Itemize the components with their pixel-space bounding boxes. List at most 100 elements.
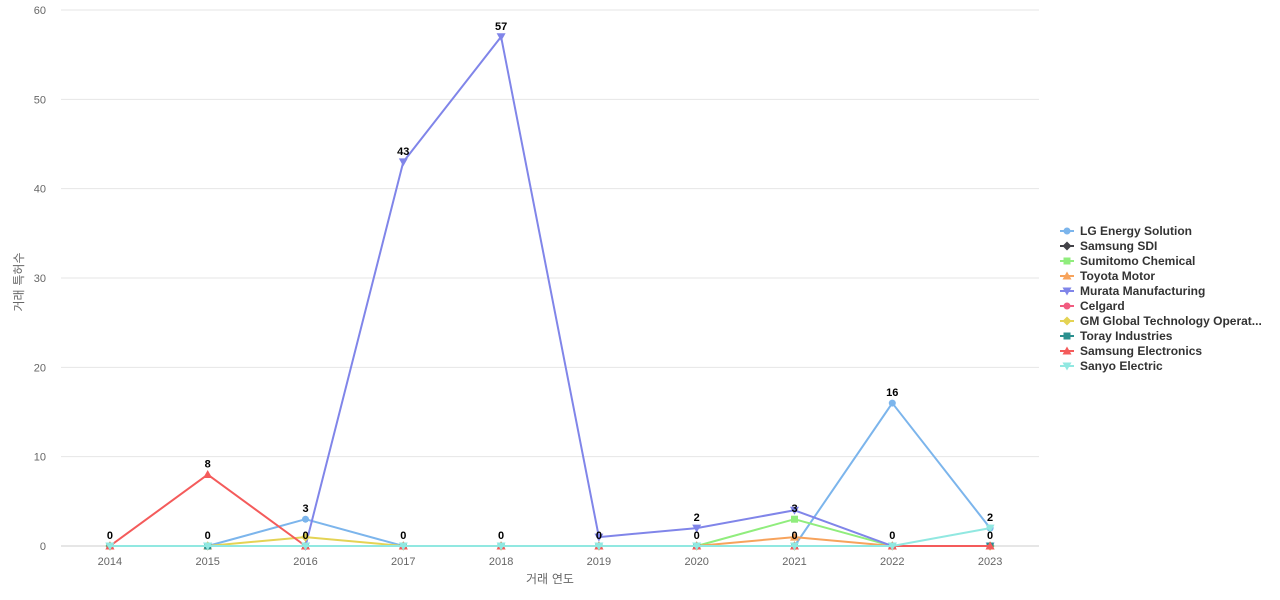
legend-label[interactable]: Toray Industries xyxy=(1080,329,1173,343)
series-line[interactable] xyxy=(109,536,991,547)
legend-label[interactable]: GM Global Technology Operat... xyxy=(1080,314,1262,328)
legend-item[interactable]: Samsung Electronics xyxy=(1060,344,1202,358)
x-tick-label: 2020 xyxy=(684,556,708,568)
data-point[interactable] xyxy=(985,524,995,533)
series[interactable] xyxy=(106,515,994,550)
legend-item[interactable]: Sumitomo Chemical xyxy=(1060,254,1195,268)
y-tick-label: 40 xyxy=(34,184,46,196)
data-point[interactable] xyxy=(398,158,408,167)
y-axis-title: 거래 특허수 xyxy=(12,252,26,311)
data-point[interactable] xyxy=(496,33,506,42)
data-label: 43 xyxy=(397,146,409,158)
x-tick-label: 2018 xyxy=(489,556,513,568)
legend-marker-icon[interactable] xyxy=(1062,362,1072,371)
data-point[interactable] xyxy=(888,399,896,407)
x-tick-label: 2019 xyxy=(587,556,611,568)
legend-marker-icon[interactable] xyxy=(1062,271,1072,280)
data-point[interactable] xyxy=(692,542,702,551)
y-tick-label: 50 xyxy=(34,94,46,106)
data-point[interactable] xyxy=(985,541,995,550)
x-axis-title: 거래 연도 xyxy=(526,572,574,586)
legend-label[interactable]: Murata Manufacturing xyxy=(1080,284,1205,298)
y-tick-label: 0 xyxy=(40,541,46,553)
data-point[interactable] xyxy=(790,532,799,541)
legend-marker-icon[interactable] xyxy=(1063,227,1071,235)
data-label: 8 xyxy=(205,459,211,471)
x-tick-label: 2015 xyxy=(195,556,219,568)
y-tick-label: 20 xyxy=(34,362,46,374)
legend-item[interactable]: GM Global Technology Operat... xyxy=(1060,314,1262,328)
legend-label[interactable]: Sanyo Electric xyxy=(1080,359,1163,373)
legend-label[interactable]: Toyota Motor xyxy=(1080,269,1155,283)
x-tick-label: 2023 xyxy=(978,556,1002,568)
x-tick-label: 2016 xyxy=(293,556,317,568)
legend-item[interactable]: LG Energy Solution xyxy=(1060,224,1192,238)
data-point[interactable] xyxy=(203,470,213,479)
x-tick-label: 2022 xyxy=(880,556,904,568)
data-point[interactable] xyxy=(398,542,408,551)
y-tick-label: 10 xyxy=(34,452,46,464)
data-label: 3 xyxy=(791,503,797,515)
legend-item[interactable]: Sanyo Electric xyxy=(1060,359,1163,373)
legend-label[interactable]: Samsung SDI xyxy=(1080,239,1157,253)
legend-label[interactable]: Celgard xyxy=(1080,299,1125,313)
x-tick-label: 2021 xyxy=(782,556,806,568)
series-lines xyxy=(105,33,995,551)
data-label: 0 xyxy=(302,530,308,542)
x-tick-label: 2017 xyxy=(391,556,415,568)
data-point[interactable] xyxy=(790,506,799,515)
legend-item[interactable]: Toyota Motor xyxy=(1060,269,1155,283)
series-line[interactable] xyxy=(109,35,991,547)
data-point[interactable] xyxy=(790,542,799,551)
legend-label[interactable]: Sumitomo Chemical xyxy=(1080,254,1195,268)
series-line[interactable] xyxy=(109,473,991,547)
data-label: 57 xyxy=(495,21,507,33)
legend-marker-icon[interactable] xyxy=(1062,316,1072,326)
series-line[interactable] xyxy=(109,536,991,547)
gridlines xyxy=(61,9,1039,547)
legend-item[interactable]: Samsung SDI xyxy=(1060,239,1157,253)
y-tick-label: 30 xyxy=(34,273,46,285)
data-label: 0 xyxy=(889,530,895,542)
data-label: 0 xyxy=(694,530,700,542)
legend-marker-icon[interactable] xyxy=(1062,346,1072,355)
data-label: 0 xyxy=(400,530,406,542)
data-labels: 0 8 0 3 0 43 0 57 0 0 2 0 3 0 16 0 2 0 xyxy=(107,21,993,542)
legend-item[interactable]: Celgard xyxy=(1060,299,1125,313)
legend-marker-icon[interactable] xyxy=(1062,241,1072,251)
legend-marker-icon[interactable] xyxy=(1063,257,1071,265)
series[interactable] xyxy=(106,399,994,550)
data-point[interactable] xyxy=(594,542,604,551)
legend-item[interactable]: Murata Manufacturing xyxy=(1060,284,1205,298)
legend-item[interactable]: Toray Industries xyxy=(1060,329,1173,343)
series-line[interactable] xyxy=(109,527,991,547)
series[interactable] xyxy=(105,524,995,551)
legend-marker-icon[interactable] xyxy=(1062,287,1072,296)
legend-label[interactable]: Samsung Electronics xyxy=(1080,344,1202,358)
data-point[interactable] xyxy=(301,532,310,542)
data-point[interactable] xyxy=(203,542,213,551)
legend-marker-icon[interactable] xyxy=(1063,302,1071,310)
x-axis-ticks: 2014 2015 2016 2017 2018 2019 2020 2021 2022 2023 xyxy=(98,556,1003,568)
data-point[interactable] xyxy=(302,515,309,523)
series[interactable] xyxy=(105,33,995,551)
data-label: 3 xyxy=(302,503,308,515)
data-label: 0 xyxy=(791,530,797,542)
data-point[interactable] xyxy=(791,515,798,523)
data-point[interactable] xyxy=(594,533,604,542)
data-label: 0 xyxy=(205,530,211,542)
series-line[interactable] xyxy=(109,402,991,547)
data-label: 2 xyxy=(987,512,993,524)
legend-label[interactable]: LG Energy Solution xyxy=(1080,224,1192,238)
data-label: 2 xyxy=(694,512,700,524)
data-point[interactable] xyxy=(105,542,115,551)
data-point[interactable] xyxy=(692,524,702,533)
data-label: 16 xyxy=(886,387,898,399)
data-point[interactable] xyxy=(301,542,310,551)
legend-marker-icon[interactable] xyxy=(1063,332,1071,340)
data-point[interactable] xyxy=(496,542,506,551)
y-axis-ticks: 0 10 20 30 40 50 60 xyxy=(34,5,46,553)
data-point[interactable] xyxy=(887,542,897,551)
